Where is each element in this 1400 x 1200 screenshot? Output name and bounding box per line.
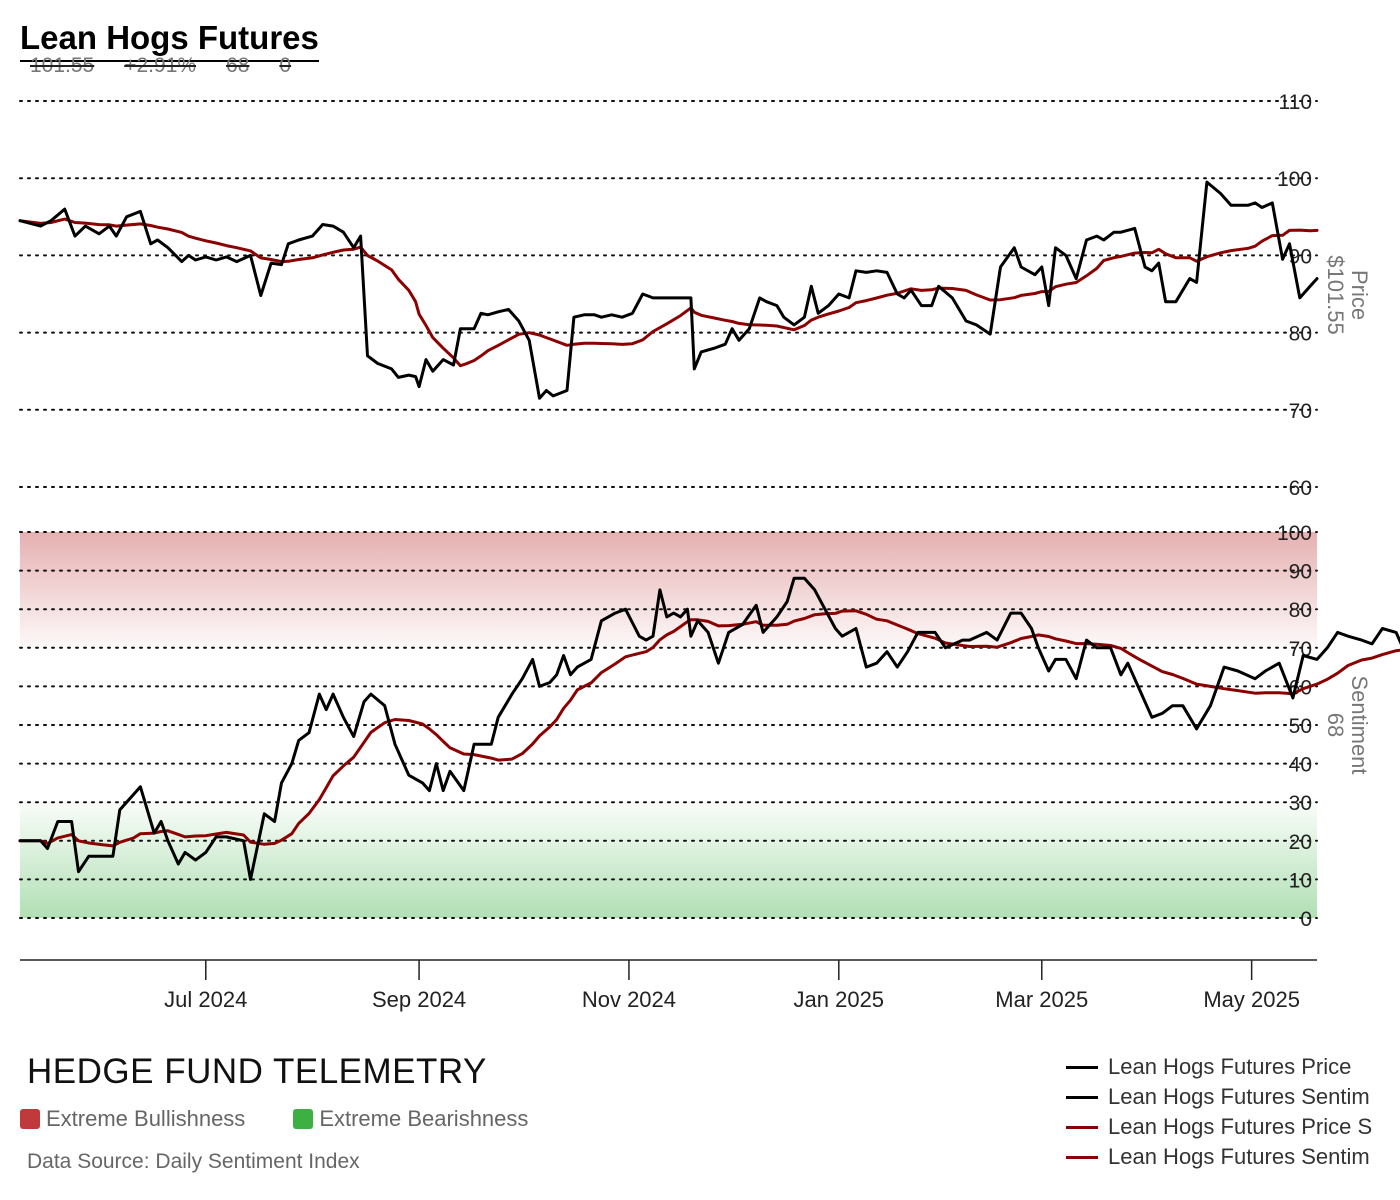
- sentiment-tick-label: 0: [1300, 908, 1312, 931]
- sentiment-tick-label: 40: [1289, 754, 1312, 777]
- bear-swatch-icon: [293, 1109, 314, 1129]
- sentiment-tick-label: 90: [1289, 561, 1312, 584]
- zone-extreme-bearishness: [20, 802, 1317, 918]
- price-axis-title-value: $101.55: [1323, 255, 1348, 335]
- x-tick-label: Nov 2024: [582, 987, 676, 1012]
- legend-line-icon: [1066, 1095, 1098, 1099]
- legend-label-sentiment-smooth: Lean Hogs Futures Sentim: [1108, 1144, 1370, 1169]
- x-tick-label: Jul 2024: [164, 987, 247, 1012]
- x-tick-label: Jan 2025: [794, 987, 885, 1012]
- data-source: Data Source: Daily Sentiment Index: [27, 1150, 360, 1173]
- sentiment-tick-label: 80: [1289, 599, 1312, 622]
- zone-legend: Extreme Bullishness Extreme Bearishness: [20, 1106, 528, 1132]
- zone-legend-bull-label: Extreme Bullishness: [46, 1106, 246, 1131]
- zone-legend-bear[interactable]: Extreme Bearishness: [293, 1106, 528, 1132]
- sentiment-tick-label: 20: [1289, 831, 1312, 854]
- bull-swatch-icon: [20, 1109, 40, 1129]
- sentiment-tick-label: 30: [1289, 792, 1312, 815]
- sentiment-line: [18, 576, 1400, 881]
- series-legend: Lean Hogs Futures Price Lean Hogs Future…: [1066, 1052, 1400, 1172]
- sentiment-smoothed-line: [18, 609, 1400, 848]
- x-tick-label: Sep 2024: [372, 987, 466, 1012]
- price-smoothed-line: [18, 217, 1319, 368]
- legend-line-icon: [1066, 1065, 1098, 1069]
- stats-row: 101.55 +2.91% 68 0: [30, 54, 291, 78]
- legend-line-icon: [1066, 1155, 1098, 1159]
- price-axis-title-label: Price: [1347, 270, 1372, 320]
- legend-label-price: Lean Hogs Futures Price: [1108, 1054, 1352, 1079]
- price-axis-title: Price$101.55: [1323, 255, 1372, 335]
- zone-extreme-bullishness: [20, 532, 1317, 648]
- legend-label-price-smooth: Lean Hogs Futures Price S: [1108, 1114, 1373, 1139]
- chart-title: Lean Hogs Futures: [20, 18, 319, 62]
- price-tick-label: 110: [1279, 91, 1312, 114]
- sentiment-axis-title-label: Sentiment: [1347, 675, 1372, 774]
- sentiment-tick-label: 50: [1289, 715, 1312, 738]
- price-tick-label: 100: [1277, 168, 1312, 191]
- price-line: [18, 180, 1319, 400]
- stat-sentiment: 68: [226, 54, 250, 77]
- chart-svg: 607080901001100102030405060708090100Pric…: [18, 91, 1400, 1012]
- legend-line-icon: [1066, 1125, 1098, 1129]
- stat-extra: 0: [279, 54, 292, 77]
- zone-legend-bull[interactable]: Extreme Bullishness: [20, 1106, 245, 1132]
- x-tick-label: May 2025: [1203, 987, 1300, 1012]
- stat-change-percent: +2.91%: [124, 54, 197, 77]
- sentiment-axis-title-value: 68: [1323, 713, 1348, 737]
- price-tick-label: 70: [1289, 400, 1312, 423]
- sentiment-tick-label: 10: [1289, 869, 1312, 892]
- brand-name: HEDGE FUND TELEMETRY: [27, 1052, 487, 1091]
- price-tick-label: 80: [1289, 323, 1312, 346]
- zone-legend-bear-label: Extreme Bearishness: [319, 1106, 529, 1131]
- sentiment-tick-label: 100: [1277, 522, 1312, 545]
- legend-label-sentiment: Lean Hogs Futures Sentim: [1108, 1084, 1370, 1109]
- legend-item-price[interactable]: Lean Hogs Futures Price: [1066, 1052, 1400, 1082]
- legend-item-price-smooth[interactable]: Lean Hogs Futures Price S: [1066, 1112, 1400, 1142]
- stat-last-price: 101.55: [30, 54, 95, 77]
- legend-item-sentiment-smooth[interactable]: Lean Hogs Futures Sentim: [1066, 1142, 1400, 1172]
- price-tick-label: 60: [1289, 477, 1312, 500]
- x-tick-label: Mar 2025: [995, 987, 1088, 1012]
- legend-item-sentiment[interactable]: Lean Hogs Futures Sentim: [1066, 1082, 1400, 1112]
